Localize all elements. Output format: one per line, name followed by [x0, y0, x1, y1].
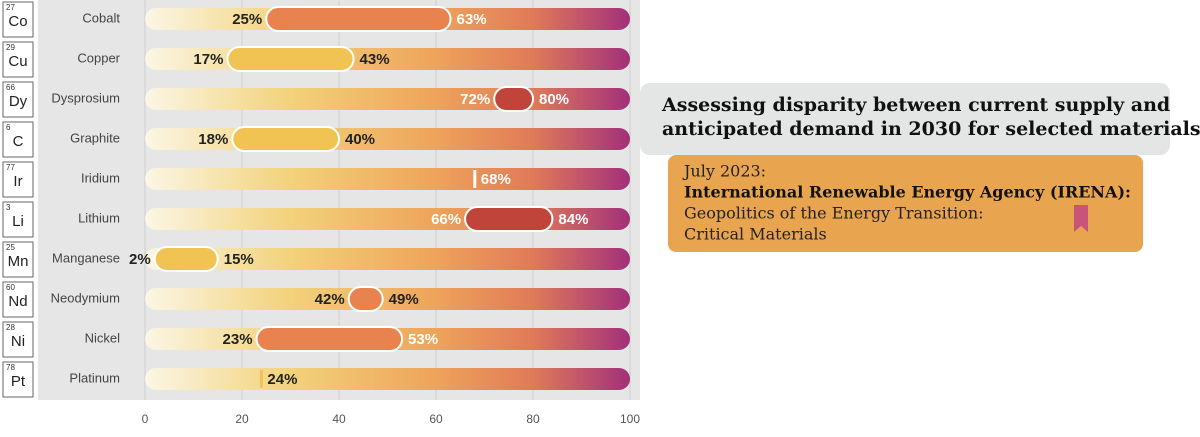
element-symbol: Ni [11, 333, 25, 350]
element-box [2, 281, 34, 318]
track [145, 248, 630, 270]
element-box [2, 81, 34, 118]
element-box [2, 241, 34, 278]
value-marker [473, 170, 477, 188]
category-label: Graphite [70, 130, 120, 145]
category-label: Manganese [52, 250, 120, 265]
value-label: 53% [408, 331, 438, 348]
value-label: 23% [223, 331, 253, 348]
range-segment [464, 206, 554, 232]
value-label: 66% [431, 211, 461, 228]
element-box [2, 361, 34, 398]
element-box [2, 161, 34, 198]
value-label: 80% [539, 91, 569, 108]
range-segment [153, 246, 219, 272]
element-box [2, 41, 34, 78]
value-marker [259, 370, 263, 388]
publication: Geopolitics of the Energy Transition: [684, 204, 984, 223]
atomic-number: 27 [6, 3, 15, 12]
element-box [2, 321, 34, 358]
value-label: 42% [315, 291, 345, 308]
element-symbol: Dy [9, 93, 28, 110]
category-label: Dysprosium [51, 90, 120, 105]
value-label: 15% [224, 251, 254, 268]
value-label: 63% [457, 11, 487, 28]
info-panel: Assessing disparity between current supp… [640, 83, 1200, 252]
track [145, 208, 630, 230]
element-symbol: Ir [13, 173, 22, 190]
value-label: 18% [198, 131, 228, 148]
date: July 2023: [682, 162, 766, 181]
atomic-number: 77 [6, 163, 15, 172]
x-tick-label: 60 [429, 412, 443, 426]
range-segment [493, 86, 535, 112]
element-box [2, 201, 34, 238]
element-symbol: Nd [8, 293, 27, 310]
element-symbol: Co [8, 13, 27, 30]
value-label: 17% [193, 51, 223, 68]
value-label: 72% [460, 91, 490, 108]
x-tick-label: 100 [620, 412, 640, 426]
range-segment [226, 46, 355, 72]
value-label: 68% [481, 171, 511, 188]
value-label: 40% [345, 131, 375, 148]
atomic-number: 60 [6, 283, 15, 292]
element-symbol: Pt [11, 373, 26, 390]
atomic-number: 6 [6, 123, 11, 132]
x-tick-label: 0 [142, 412, 149, 426]
element-symbol: Mn [8, 253, 29, 270]
atomic-number: 25 [6, 243, 15, 252]
category-label: Iridium [81, 170, 120, 185]
category-label: Copper [77, 50, 120, 65]
range-segment [231, 126, 340, 152]
source-box [668, 155, 1143, 252]
atomic-number: 3 [6, 203, 11, 212]
category-label: Platinum [69, 370, 120, 385]
range-segment [265, 6, 452, 32]
source: International Renewable Energy Agency (I… [684, 183, 1131, 202]
element-symbol: C [13, 133, 24, 150]
value-label: 2% [129, 251, 151, 268]
title-box [640, 83, 1170, 155]
value-label: 25% [232, 11, 262, 28]
category-label: Cobalt [82, 10, 120, 25]
element-box [2, 1, 34, 38]
track [145, 368, 630, 390]
x-tick-label: 40 [332, 412, 346, 426]
bookmark-icon [1074, 205, 1088, 232]
value-label: 49% [389, 291, 419, 308]
track [145, 168, 630, 190]
x-tick-label: 80 [526, 412, 540, 426]
range-segment [347, 286, 384, 312]
atomic-number: 66 [6, 83, 15, 92]
panel-title: Assessing disparity between current supp… [661, 94, 1170, 116]
category-label: Lithium [78, 210, 120, 225]
element-symbol: Cu [8, 53, 27, 70]
category-label: Nickel [85, 330, 121, 345]
track [145, 288, 630, 310]
x-tick-label: 20 [235, 412, 249, 426]
atomic-number: 78 [6, 363, 15, 372]
value-label: 24% [267, 371, 297, 388]
element-symbol: Li [12, 213, 24, 230]
element-box [2, 121, 34, 158]
publication: Critical Materials [684, 225, 827, 244]
panel-title: anticipated demand in 2030 for selected … [662, 118, 1200, 140]
range-segment [255, 326, 404, 352]
atomic-number: 28 [6, 323, 15, 332]
value-label: 84% [558, 211, 588, 228]
value-label: 43% [360, 51, 390, 68]
category-label: Neodymium [51, 290, 120, 305]
atomic-number: 29 [6, 43, 15, 52]
